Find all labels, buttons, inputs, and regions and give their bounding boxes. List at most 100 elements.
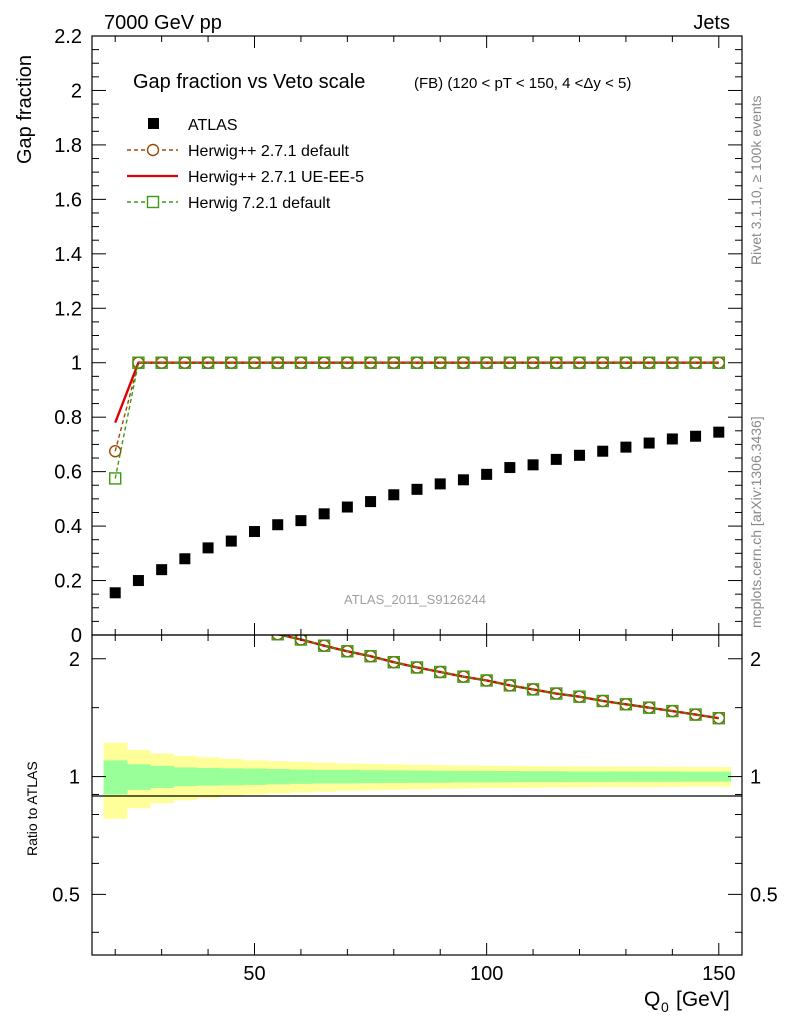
band-inner-bin — [614, 771, 639, 782]
data-point-herwig-7-2-1-default — [526, 356, 540, 369]
ratio-point-herwig-7-2-1-default — [387, 655, 400, 669]
ratio-point-herwig-7-2-1-default — [712, 711, 725, 725]
legend-marker-herwig7-default — [146, 195, 160, 209]
ratio-plot-frame — [91, 634, 743, 956]
header-right: Jets — [693, 12, 730, 34]
data-point-herwig-7-2-1-default — [410, 356, 424, 369]
band-inner-bin — [103, 760, 128, 795]
y-tick-label: 0.2 — [54, 571, 82, 593]
ratio-point-herwig-7-2-1-default — [271, 635, 284, 641]
y-tick-label: 2 — [71, 80, 82, 102]
ratio-point-herwig-7-2-1-default — [619, 698, 633, 711]
y-tick-label: 1.6 — [54, 189, 82, 211]
ratio-point-herwig-7-2-1-default — [364, 650, 377, 663]
chart-title: Gap fraction vs Veto scale — [133, 71, 365, 93]
data-point-herwig-7-2-1-default — [201, 356, 215, 369]
band-inner-bin — [173, 767, 198, 787]
band-inner-bin — [544, 771, 569, 783]
ratio-point-herwig-7-2-1-default — [573, 690, 586, 703]
x-tick-label: 100 — [470, 963, 503, 985]
band-inner-bin — [382, 770, 406, 783]
y-tick-label: 1.8 — [54, 135, 82, 157]
legend: ATLAS Herwig++ 2.7.1 default Herwig++ 2.… — [127, 117, 364, 212]
data-point-herwig-7-2-1-default — [387, 356, 400, 369]
band-inner-bin — [335, 769, 360, 784]
ratio-point-herwig-7-2-1-default — [294, 635, 308, 646]
band-inner-bin — [219, 768, 244, 786]
data-point-atlas — [690, 430, 702, 442]
y-tick-label: 2.2 — [54, 26, 82, 48]
ratio-point-herwig-7-2-1-default — [666, 704, 679, 718]
legend-marker-herwigpp-default — [146, 143, 160, 157]
data-point-herwig-7-2-1-default — [155, 356, 168, 369]
data-point-atlas — [225, 535, 237, 547]
data-point-atlas — [597, 445, 609, 457]
band-inner-bin — [358, 770, 383, 784]
ratio-y-tick-label-right: 1 — [750, 767, 761, 789]
data-point-herwig-7-2-1-default — [689, 356, 702, 369]
y-tick-label: 0.6 — [54, 462, 82, 484]
main-series-group — [109, 356, 725, 599]
y-tick-label: 1.2 — [54, 298, 82, 320]
x-axis-label-subscript: 0 — [661, 999, 669, 1015]
data-point-herwig-7-2-1-default — [480, 356, 493, 369]
data-point-atlas — [272, 519, 284, 531]
band-inner-bin — [707, 771, 731, 782]
legend-label-herwigpp-ueee5: Herwig++ 2.7.1 UE-EE-5 — [188, 169, 364, 186]
legend-label-atlas: ATLAS — [188, 117, 238, 134]
ratio-point-herwig-7-2-1-default — [550, 687, 563, 700]
data-point-atlas — [249, 526, 260, 538]
data-point-herwig-7-2-1-default — [178, 356, 192, 369]
ratio-point-herwig-7-2-1-default — [689, 708, 702, 721]
data-point-atlas — [365, 496, 377, 508]
band-inner-bin — [567, 771, 592, 782]
data-point-herwig-7-2-1-default — [573, 356, 586, 369]
ratio-point-herwig-7-2-1-default — [341, 645, 354, 658]
data-point-herwig-7-2-1-default — [109, 472, 122, 485]
band-inner-bin — [591, 771, 615, 782]
data-point-atlas — [457, 474, 469, 486]
ratio-y-tick-label: 1 — [69, 767, 80, 789]
band-inner-bin — [196, 767, 221, 786]
y-tick-label: 1 — [71, 353, 82, 375]
mcplots-reference-text: mcplots.cern.ch [arXiv:1306.3436] — [748, 416, 764, 628]
y-tick-label: 1.4 — [54, 244, 82, 266]
band-inner-bin — [150, 765, 174, 788]
data-point-herwig-7-2-1-default — [341, 356, 354, 369]
data-point-herwig-7-2-1-default — [503, 356, 517, 369]
series-line-herwig-2-7-1-default — [114, 362, 719, 452]
ratio-y-axis-label: Ratio to ATLAS — [24, 761, 40, 856]
data-point-atlas — [434, 478, 446, 490]
rivet-version-text: Rivet 3.1.10, ≥ 100k events — [748, 95, 764, 265]
data-point-herwig-7-2-1-default — [619, 356, 633, 369]
ratio-point-herwig-7-2-1-default — [457, 670, 470, 683]
band-inner-bin — [405, 770, 430, 783]
data-point-herwig-7-2-1-default — [364, 356, 377, 369]
ratio-y-tick-label-right: 0.5 — [750, 884, 778, 906]
data-point-herwig-7-2-1-default — [317, 356, 331, 369]
data-point-atlas — [620, 441, 632, 453]
axes-group: 50 100 150 0 0.2 0.4 0.6 0.8 1 1.2 1.4 1.6 1.8 2 2.2 0.… — [52, 26, 778, 985]
legend-label-herwig7-default: Herwig 7.2.1 default — [188, 195, 331, 212]
ratio-point-herwig-7-2-1-default — [503, 679, 517, 692]
data-point-atlas — [527, 459, 539, 471]
ratio-point-herwig-7-2-1-default — [410, 661, 424, 674]
legend-label-herwigpp-default: Herwig++ 2.7.1 default — [188, 143, 350, 160]
ratio-point-herwig-7-2-1-default — [596, 694, 609, 708]
band-inner-bin — [475, 770, 499, 783]
data-point-herwig-7-2-1-default — [457, 356, 470, 369]
data-point-atlas — [713, 426, 725, 438]
data-point-atlas — [179, 553, 191, 565]
ratio-uncertainty-bands — [103, 742, 731, 819]
band-inner-bin — [266, 769, 290, 785]
data-point-atlas — [666, 433, 678, 445]
x-tick-label: 50 — [243, 963, 265, 985]
band-inner-bin — [637, 771, 662, 782]
ratio-series-group — [271, 635, 725, 725]
y-tick-label: 0.4 — [54, 516, 82, 538]
data-point-herwig-7-2-1-default — [294, 356, 308, 369]
ratio-y-tick-label: 2 — [69, 649, 80, 671]
data-point-atlas — [574, 449, 585, 461]
data-point-herwig-7-2-1-default — [132, 356, 145, 369]
